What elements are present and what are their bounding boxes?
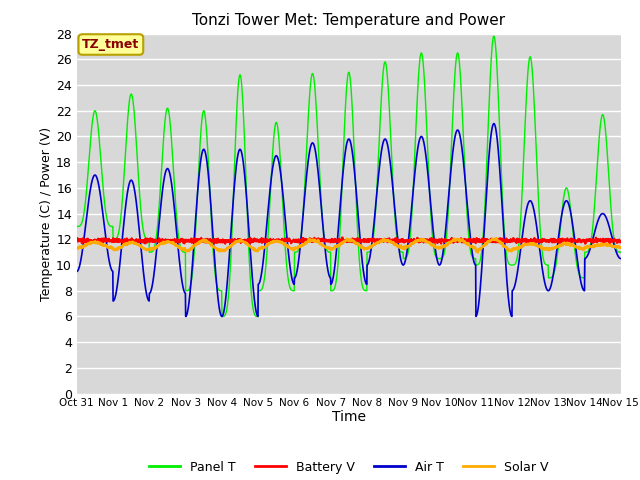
Air T xyxy=(73,269,81,275)
Panel T xyxy=(508,262,515,268)
Solar V xyxy=(584,245,592,251)
Air T xyxy=(225,261,232,267)
Battery V xyxy=(339,234,346,240)
Panel T xyxy=(225,290,232,296)
Solar V xyxy=(474,250,482,255)
Battery V xyxy=(365,236,372,242)
Panel T xyxy=(617,249,625,255)
Battery V xyxy=(507,239,515,244)
Legend: Panel T, Battery V, Air T, Solar V: Panel T, Battery V, Air T, Solar V xyxy=(144,456,554,479)
X-axis label: Time: Time xyxy=(332,410,366,424)
Solar V xyxy=(73,246,81,252)
Battery V xyxy=(73,236,81,241)
Air T xyxy=(376,156,384,161)
Panel T xyxy=(376,113,384,119)
Panel T xyxy=(73,224,81,229)
Line: Panel T: Panel T xyxy=(77,36,621,316)
Text: TZ_tmet: TZ_tmet xyxy=(82,38,140,51)
Air T xyxy=(584,251,592,257)
Title: Tonzi Tower Met: Temperature and Power: Tonzi Tower Met: Temperature and Power xyxy=(192,13,506,28)
Solar V xyxy=(617,244,625,250)
Battery V xyxy=(581,241,589,247)
Battery V xyxy=(569,238,577,243)
Solar V xyxy=(493,235,500,241)
Line: Solar V: Solar V xyxy=(77,238,621,252)
Air T xyxy=(182,313,189,319)
Battery V xyxy=(376,239,384,245)
Battery V xyxy=(617,239,625,245)
Line: Battery V: Battery V xyxy=(77,237,621,244)
Solar V xyxy=(365,246,372,252)
Solar V xyxy=(225,245,232,251)
Battery V xyxy=(225,239,232,244)
Air T xyxy=(508,312,515,318)
Panel T xyxy=(218,313,226,319)
Line: Air T: Air T xyxy=(77,124,621,316)
Panel T xyxy=(570,232,577,238)
Battery V xyxy=(584,237,592,243)
Air T xyxy=(617,256,625,262)
Air T xyxy=(365,260,372,265)
Solar V xyxy=(376,239,384,244)
Panel T xyxy=(490,33,498,39)
Solar V xyxy=(508,249,515,254)
Panel T xyxy=(365,249,372,255)
Air T xyxy=(490,121,498,127)
Solar V xyxy=(570,242,577,248)
Y-axis label: Temperature (C) / Power (V): Temperature (C) / Power (V) xyxy=(40,127,53,300)
Air T xyxy=(570,226,577,231)
Panel T xyxy=(584,248,592,253)
